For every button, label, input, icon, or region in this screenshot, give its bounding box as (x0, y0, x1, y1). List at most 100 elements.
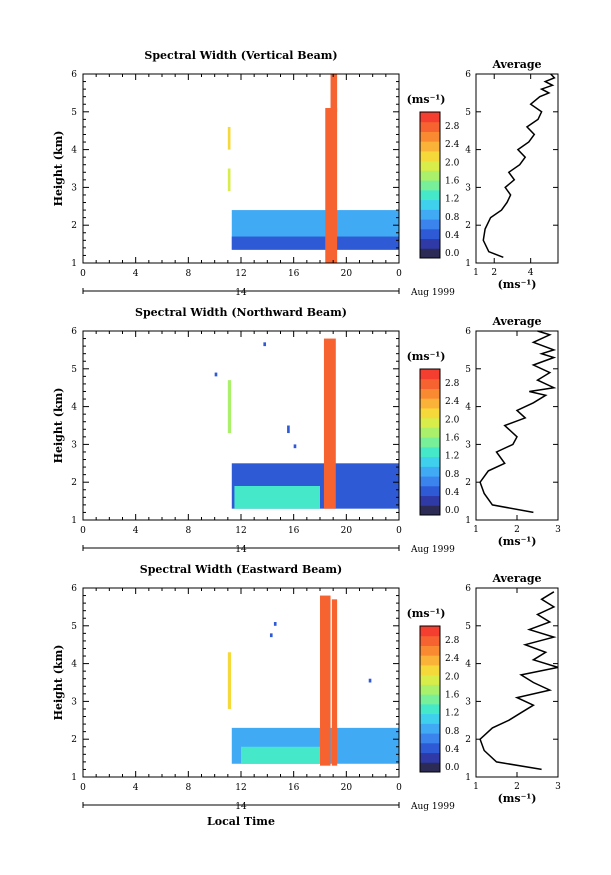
profile-line (479, 330, 557, 514)
heatmap-cell (227, 168, 231, 192)
colorbar-tick-label: 2.8 (445, 636, 460, 646)
profile-y-tick-label: 1 (465, 773, 471, 783)
colorbar-swatch (420, 694, 440, 705)
profile-title: Average (491, 58, 541, 71)
colorbar-frame (419, 625, 441, 773)
colorbar-swatch (420, 476, 440, 487)
panel-title: Spectral Width (Eastward Beam) (140, 563, 342, 576)
y-tick-label: 6 (71, 70, 77, 80)
profile-y-tick-label: 5 (465, 622, 471, 632)
colorbar-swatch (420, 674, 440, 685)
y-axis-label: Height (km) (52, 645, 65, 721)
colorbar-tick-label: 0.0 (445, 506, 460, 516)
profile-y-tick-label: 1 (465, 259, 471, 269)
colorbar-tick-label: 0.4 (445, 745, 460, 755)
colorbar-swatch (420, 180, 440, 191)
colorbar-tick-label: 0.0 (445, 763, 460, 773)
profile-y-tick-label: 2 (465, 735, 471, 745)
profile-y-tick-label: 3 (465, 697, 471, 707)
colorbar-tick-label: 0.0 (445, 249, 460, 259)
heatmap-cell (227, 652, 232, 709)
colorbar-swatch (420, 248, 440, 259)
heatmap-cell (368, 678, 372, 683)
y-tick-label: 3 (71, 183, 77, 193)
profile-y-tick-label: 4 (465, 403, 471, 413)
profile-y-tick-label: 5 (465, 108, 471, 118)
heatmap-cell (287, 425, 290, 434)
profile-x-label: (ms⁻¹) (498, 278, 537, 291)
profile-x-tick-label: 1 (473, 525, 479, 535)
profile-y-tick-label: 2 (465, 221, 471, 231)
colorbar-tick-label: 2.8 (445, 379, 460, 389)
colorbar-tick-label: 0.8 (445, 213, 460, 223)
colorbar-swatch (420, 141, 440, 152)
heatmap-cell (293, 444, 297, 449)
colorbar-tick-label: 2.4 (445, 140, 460, 150)
heatmap-cell (330, 74, 338, 112)
profile-y-tick-label: 3 (465, 440, 471, 450)
colorbar-tick-label: 2.4 (445, 654, 460, 664)
profile-x-label: (ms⁻¹) (498, 792, 537, 805)
colorbar-swatch (420, 466, 440, 477)
x-tick-label: 0 (80, 783, 86, 793)
profile-x-tick-label: 1 (473, 268, 479, 278)
colorbar-tick-label: 2.0 (445, 672, 460, 682)
colorbar-swatch (420, 398, 440, 409)
x-tick-label: 0 (396, 269, 402, 279)
colorbar-swatch (420, 752, 440, 763)
colorbar-tick-label: 0.4 (445, 231, 460, 241)
colorbar-swatch (420, 131, 440, 142)
colorbar-swatch (420, 238, 440, 249)
x-tick-label: 8 (185, 526, 191, 536)
y-tick-label: 2 (71, 221, 77, 231)
x-tick-label: 16 (288, 269, 300, 279)
heatmap-cell (273, 622, 277, 626)
y-tick-label: 1 (71, 773, 77, 783)
heatmap-cell (263, 342, 267, 347)
profile-frame (475, 330, 559, 521)
date-label: Aug 1999 (410, 802, 455, 812)
colorbar-swatch (420, 219, 440, 230)
profile-title: Average (491, 572, 541, 585)
y-tick-label: 1 (71, 516, 77, 526)
heatmap-cell (227, 380, 232, 434)
colorbar-swatch (420, 703, 440, 715)
y-axis-label: Height (km) (52, 388, 65, 464)
panel-title: Spectral Width (Vertical Beam) (144, 49, 337, 62)
heatmap-cell (241, 746, 320, 764)
colorbar-swatch (420, 645, 440, 656)
colorbar-swatch (420, 121, 440, 132)
colorbar-tick-label: 1.2 (445, 709, 459, 719)
colorbar-tick-label: 1.6 (445, 690, 460, 700)
profile-y-tick-label: 3 (465, 183, 471, 193)
colorbar-swatch (420, 150, 440, 162)
y-tick-label: 2 (71, 735, 77, 745)
colorbar-unit: (ms⁻¹) (407, 350, 446, 363)
x-tick-label: 8 (185, 783, 191, 793)
profile-x-tick-label: 2 (491, 268, 497, 278)
colorbar-swatch (420, 170, 440, 181)
colorbar-swatch (420, 437, 440, 448)
colorbar-tick-label: 2.4 (445, 397, 460, 407)
heatmap-cell (323, 338, 336, 509)
date-label: Aug 1999 (410, 545, 455, 555)
x-tick-label: 12 (235, 526, 246, 536)
day-label: 14 (235, 288, 247, 298)
colorbar-swatch (420, 209, 440, 220)
day-label: 14 (235, 545, 247, 555)
colorbar-swatch (420, 635, 440, 646)
profile-x-label: (ms⁻¹) (498, 535, 537, 548)
colorbar-unit: (ms⁻¹) (407, 93, 446, 106)
profile-y-tick-label: 1 (465, 516, 471, 526)
colorbar-tick-label: 0.4 (445, 488, 460, 498)
heatmap-cell (320, 595, 331, 766)
heatmap-cell (331, 599, 338, 766)
colorbar-swatch (420, 733, 440, 744)
y-tick-label: 5 (71, 365, 77, 375)
colorbar-swatch (420, 446, 440, 458)
profile-x-tick-label: 4 (528, 268, 534, 278)
colorbar-swatch (420, 684, 440, 695)
profile-line (479, 591, 559, 771)
y-tick-label: 2 (71, 478, 77, 488)
colorbar-swatch (420, 485, 440, 497)
